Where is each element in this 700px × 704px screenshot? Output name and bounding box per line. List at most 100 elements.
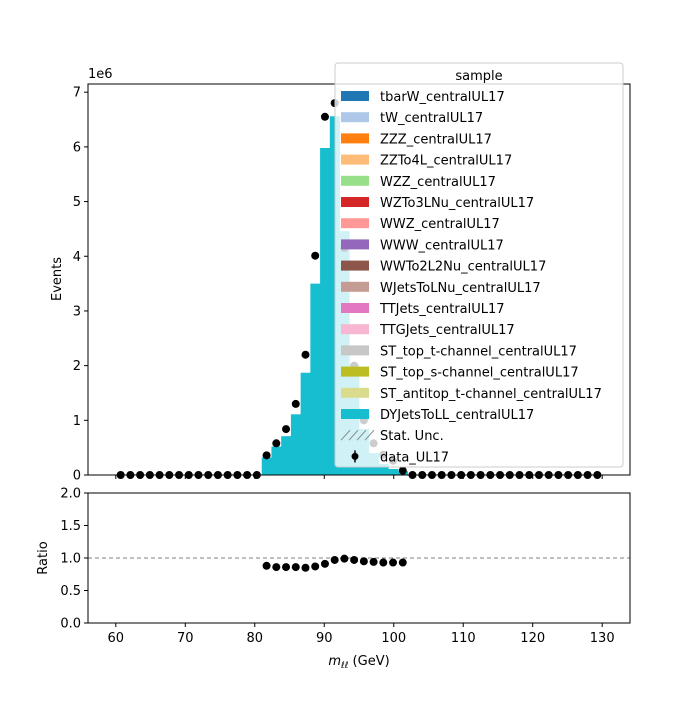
legend-label: ST_antitop_t-channel_centralUL17 — [380, 387, 602, 402]
x-axis-label-sub: ℓℓ — [340, 661, 348, 671]
legend-label: TTJets_centralUL17 — [379, 302, 505, 317]
ratio-x-ticks: 60 70 80 90 100 110 120 130 — [108, 623, 615, 646]
legend-swatch — [341, 324, 369, 335]
histogram-bar — [388, 468, 399, 475]
data-point — [282, 425, 291, 434]
legend-entry: WZZ_centralUL17 — [341, 175, 496, 190]
legend-label: tbarW_centralUL17 — [380, 90, 505, 105]
data-point — [301, 350, 310, 359]
ratio-point — [282, 563, 291, 572]
ratio-point — [320, 559, 329, 568]
legend-entry: tbarW_centralUL17 — [341, 90, 505, 105]
legend-swatch — [341, 91, 369, 101]
main-y-axis-label: Events — [50, 257, 65, 301]
legend-entry: tW_centralUL17 — [341, 111, 483, 126]
legend-entry: DYJetsToLL_centralUL17 — [341, 408, 534, 423]
legend-swatch — [341, 218, 369, 229]
legend-entry: TTJets_centralUL17 — [341, 302, 505, 317]
ratio-point — [311, 562, 320, 571]
data-point — [291, 399, 300, 408]
data-point — [398, 466, 407, 475]
x-axis-label: mℓℓ (GeV) — [328, 654, 389, 671]
y-offset-text: 1e6 — [88, 67, 113, 82]
legend-swatch — [341, 260, 369, 271]
hatch-line — [356, 429, 367, 441]
x-tick-label: 80 — [246, 631, 263, 646]
legend-swatch — [341, 387, 369, 398]
ratio-y-tick-label: 0.5 — [60, 584, 81, 599]
legend-label: WWZ_centralUL17 — [380, 217, 500, 232]
data-point — [262, 451, 271, 460]
x-tick-label: 70 — [177, 631, 194, 646]
legend-entries: tbarW_centralUL17 tW_centralUL17 ZZZ_centr… — [340, 90, 602, 465]
legend-swatch — [341, 281, 369, 292]
ratio-point — [330, 555, 339, 564]
ratio-point — [398, 558, 407, 567]
legend-label: WZZ_centralUL17 — [380, 175, 496, 190]
ratio-point — [369, 557, 378, 566]
histogram-bar — [378, 464, 389, 475]
data-point — [320, 112, 329, 121]
legend-entry: TTGJets_centralUL17 — [341, 323, 515, 338]
legend-swatch — [341, 112, 369, 123]
hatch-line — [340, 429, 351, 441]
ratio-panel: 0.0 0.5 1.0 1.5 2.0 60 70 80 90 100 110 120 130 Rat… — [36, 487, 631, 671]
legend-label: ST_top_s-channel_centralUL17 — [380, 366, 579, 381]
histogram-bar — [290, 414, 302, 475]
ratio-points — [262, 554, 407, 572]
histogram-bar — [281, 436, 292, 475]
legend-swatch — [341, 366, 369, 377]
legend-label: tW_centralUL17 — [380, 111, 483, 126]
legend-entry: WWW_centralUL17 — [341, 238, 504, 253]
x-tick-label: 110 — [451, 631, 476, 646]
legend-swatch — [341, 154, 369, 165]
legend-entry: WWTo2L2Nu_centralUL17 — [341, 260, 546, 275]
legend: sample tbarW_centralUL17 tW_centralUL17 ZZ… — [334, 62, 624, 468]
x-tick-label: 130 — [590, 631, 615, 646]
histogram-bar — [261, 457, 272, 475]
ratio-point — [262, 561, 271, 570]
y-tick-label: 3 — [73, 304, 81, 319]
legend-entry: WWZ_centralUL17 — [341, 217, 500, 232]
histogram-bar — [320, 147, 331, 475]
hatch-line — [348, 429, 359, 441]
legend-swatch — [341, 175, 369, 186]
legend-label: ZZTo4L_centralUL17 — [380, 154, 512, 169]
main-x-ticks — [115, 475, 603, 479]
legend-hatch-swatch — [340, 429, 375, 441]
y-tick-label: 7 — [73, 86, 81, 101]
x-tick-label: 60 — [108, 631, 125, 646]
x-axis-label-unit: (GeV) — [348, 654, 389, 669]
ratio-y-tick-label: 2.0 — [60, 487, 81, 502]
ratio-point — [379, 558, 388, 567]
legend-swatch — [341, 409, 369, 419]
y-tick-label: 4 — [73, 250, 81, 265]
ratio-y-tick-label: 1.5 — [60, 519, 81, 534]
y-tick-label: 0 — [73, 469, 81, 484]
y-tick-label: 1 — [73, 414, 81, 429]
legend-entry: data_UL17 — [351, 450, 449, 465]
histogram-bar — [271, 446, 282, 475]
legend-label: ZZZ_centralUL17 — [380, 132, 492, 147]
legend-label: WWW_centralUL17 — [380, 238, 504, 253]
legend-marker — [351, 452, 359, 460]
legend-entry: ST_top_t-channel_centralUL17 — [341, 344, 577, 359]
y-tick-label: 2 — [73, 359, 81, 374]
legend-entry: ST_antitop_t-channel_centralUL17 — [341, 387, 602, 402]
ratio-y-tick-label: 0.0 — [60, 617, 81, 632]
ratio-point — [291, 563, 300, 572]
legend-entry: ZZZ_centralUL17 — [341, 132, 492, 147]
legend-entry: WJetsToLNu_centralUL17 — [341, 281, 541, 296]
legend-box — [334, 62, 624, 468]
y-tick-label: 5 — [73, 195, 81, 210]
legend-entry: ST_top_s-channel_centralUL17 — [341, 366, 579, 381]
ratio-point — [340, 554, 349, 563]
legend-swatch — [341, 197, 369, 207]
legend-entry: ZZTo4L_centralUL17 — [341, 154, 512, 169]
legend-label: Stat. Unc. — [380, 429, 444, 444]
ratio-point — [301, 563, 310, 572]
legend-swatch — [341, 345, 369, 356]
main-y-ticks: 0 1 2 3 4 5 6 7 — [73, 86, 88, 484]
legend-label: data_UL17 — [380, 450, 449, 465]
